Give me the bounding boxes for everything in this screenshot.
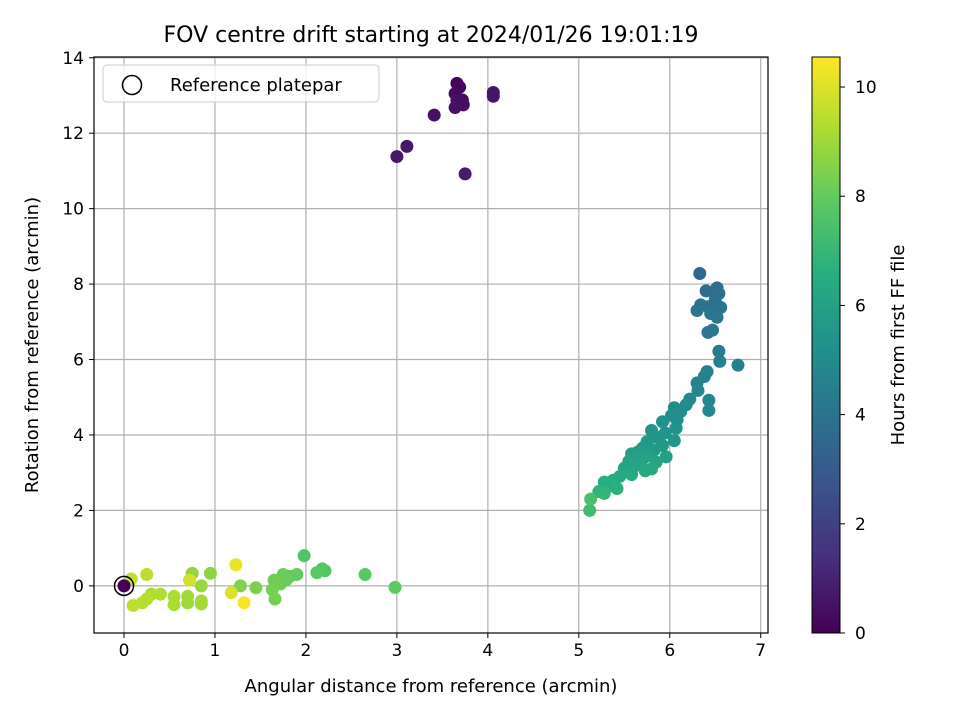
data-point: [448, 101, 462, 115]
chart-title: FOV centre drift starting at 2024/01/26 …: [164, 23, 699, 48]
colorbar-tick-label: 6: [855, 296, 866, 316]
x-tick-label: 1: [210, 641, 221, 661]
data-point: [229, 558, 243, 572]
legend-marker-reference: [121, 74, 143, 96]
data-point: [183, 573, 197, 587]
data-point: [693, 267, 707, 281]
y-tick-label: 14: [62, 49, 84, 69]
data-point: [702, 403, 716, 417]
data-point: [194, 597, 208, 611]
data-point: [625, 468, 639, 482]
data-point: [659, 450, 673, 464]
data-point: [203, 566, 217, 580]
data-point: [691, 383, 705, 397]
x-tick-label: 6: [664, 641, 675, 661]
legend-box: [102, 64, 380, 103]
data-point: [731, 358, 745, 372]
data-point: [597, 486, 611, 500]
gridlines: [94, 57, 768, 633]
data-point: [237, 596, 251, 610]
y-tick-label: 12: [62, 124, 84, 144]
y-tick-label: 10: [62, 200, 84, 220]
colorbar-tick-label: 2: [855, 515, 866, 535]
data-point: [390, 150, 404, 164]
data-point: [427, 108, 441, 122]
data-point: [638, 464, 652, 478]
data-point: [153, 587, 167, 601]
data-point: [712, 344, 726, 358]
data-point: [117, 579, 131, 593]
data-point: [233, 579, 247, 593]
data-point: [249, 581, 263, 595]
colorbar-tick-label: 10: [855, 78, 877, 98]
x-tick-label: 7: [755, 641, 766, 661]
colorbar-tick-label: 4: [855, 406, 866, 426]
y-tick-label: 4: [73, 426, 84, 446]
x-axis-label: Angular distance from reference (arcmin): [245, 676, 618, 697]
data-point: [268, 592, 282, 606]
colorbar-gradient: [811, 56, 841, 634]
y-axis-label: Rotation from reference (arcmin): [22, 197, 43, 493]
data-point: [181, 596, 195, 610]
data-point: [167, 598, 181, 612]
data-point: [714, 300, 728, 314]
data-point: [713, 354, 727, 368]
legend-entry-reference: Reference platepar: [170, 75, 342, 96]
data-point: [690, 303, 704, 317]
data-point: [194, 579, 208, 593]
data-point: [358, 568, 372, 582]
data-points: [113, 76, 745, 612]
data-point: [224, 586, 238, 600]
data-point: [701, 325, 715, 339]
colorbar-tick-label: 0: [855, 624, 866, 644]
data-point: [583, 503, 597, 517]
data-point: [458, 167, 472, 181]
x-tick-label: 3: [391, 641, 402, 661]
y-tick-label: 0: [73, 577, 84, 597]
data-point: [140, 568, 154, 582]
x-tick-label: 0: [119, 641, 130, 661]
data-point: [669, 421, 683, 435]
y-tick-label: 2: [73, 501, 84, 521]
x-ticks: 0 1 2 3 4 5 6 7: [119, 633, 766, 661]
colorbar-tick-label: 8: [855, 187, 866, 207]
data-point: [584, 492, 598, 506]
colorbar-label: Hours from first FF file: [888, 245, 909, 446]
x-tick-label: 2: [301, 641, 312, 661]
colorbar-ticks: 0 2 4 6 8 10: [840, 78, 877, 644]
data-point: [486, 89, 500, 103]
data-point: [710, 310, 724, 324]
plot-frame: [93, 56, 769, 634]
data-point: [699, 284, 713, 298]
y-tick-label: 6: [73, 351, 84, 371]
data-point: [610, 482, 624, 496]
data-point: [297, 549, 311, 563]
x-tick-label: 4: [482, 641, 493, 661]
legend: Reference platepar: [102, 64, 380, 103]
data-point: [655, 415, 669, 429]
reference-platepar-marker: [113, 575, 135, 597]
data-point: [310, 566, 324, 580]
data-point: [702, 393, 716, 407]
data-point: [126, 598, 140, 612]
colorbar: 0 2 4 6 8 10 Hours from first FF file: [811, 56, 909, 644]
y-tick-label: 8: [73, 275, 84, 295]
x-tick-label: 5: [573, 641, 584, 661]
data-point: [667, 434, 681, 448]
data-point: [388, 580, 402, 594]
y-ticks: 0 2 4 6 8 10 12 14: [62, 49, 94, 597]
data-point: [400, 139, 414, 153]
